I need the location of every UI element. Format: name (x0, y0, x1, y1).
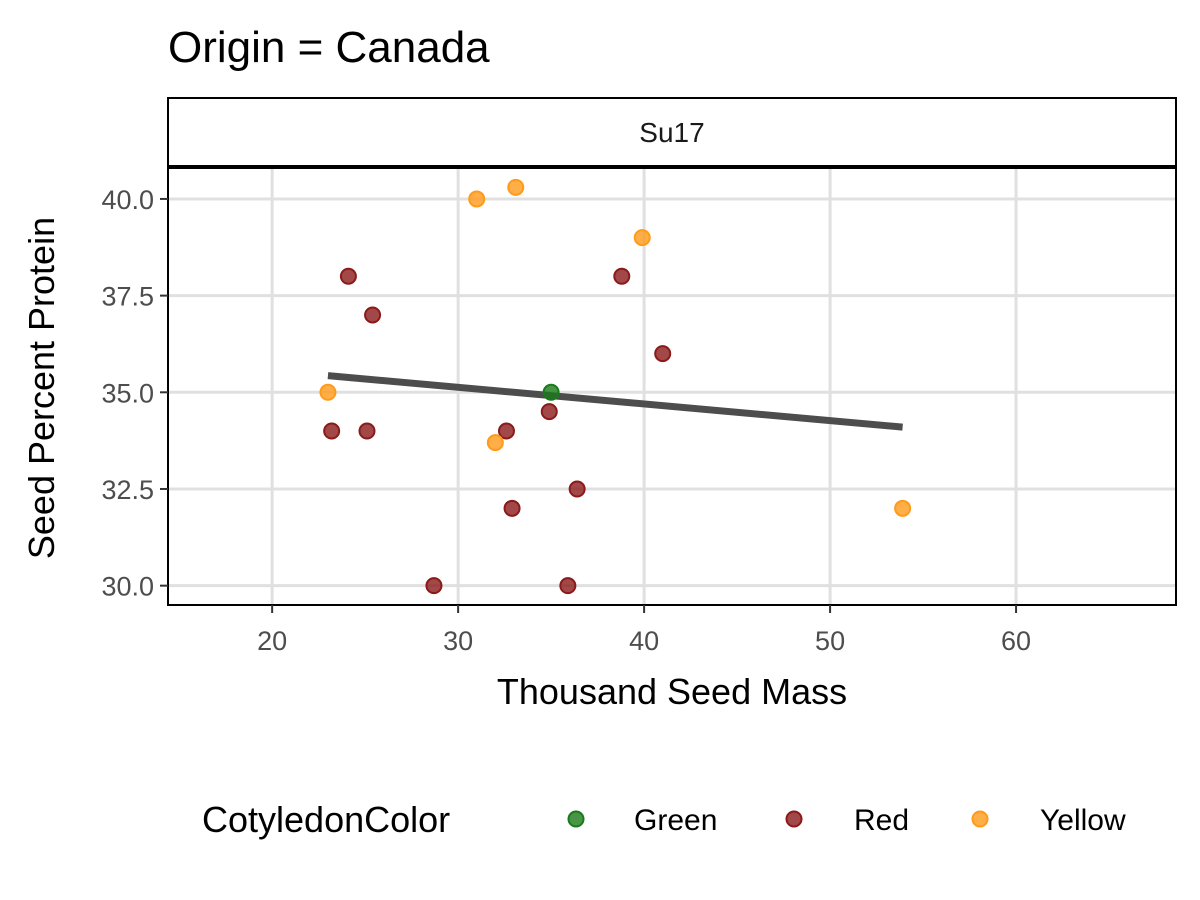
facet-strip: Su17 (167, 97, 1177, 167)
y-tick-label: 37.5 (101, 282, 154, 312)
data-point-red (568, 480, 586, 498)
x-tick-label: 50 (815, 626, 845, 656)
data-point-yellow (486, 434, 504, 452)
legend-title: CotyledonColor (202, 799, 450, 840)
data-point-red (654, 345, 672, 363)
y-tick-label: 30.0 (101, 572, 154, 602)
points-layer (319, 178, 912, 595)
data-point-red (497, 422, 515, 440)
trend-line (327, 372, 903, 431)
grid-layer (168, 168, 1176, 605)
data-point-yellow (468, 190, 486, 208)
data-point-red (323, 422, 341, 440)
x-tick-label: 40 (629, 626, 659, 656)
x-axis-title: Thousand Seed Mass (497, 671, 847, 712)
legend-label-green: Green (634, 804, 717, 837)
y-tick-label: 40.0 (101, 185, 154, 215)
data-point-red (364, 306, 382, 324)
data-point-red (540, 403, 558, 421)
x-tick-label: 30 (443, 626, 473, 656)
data-point-red (559, 577, 577, 595)
data-point-yellow (507, 178, 525, 196)
data-point-green (542, 383, 560, 401)
legend-label-yellow: Yellow (1040, 804, 1126, 837)
x-tick-label: 60 (1001, 626, 1031, 656)
data-point-red (503, 499, 521, 517)
y-tick-label: 32.5 (101, 475, 154, 505)
data-point-yellow (633, 229, 651, 247)
y-axis-title: Seed Percent Protein (21, 217, 62, 559)
x-tick-label: 20 (257, 626, 287, 656)
data-point-yellow (319, 383, 337, 401)
x-axis: 20 30 40 50 60 (257, 605, 1031, 656)
data-point-red (613, 267, 631, 285)
data-point-red (425, 577, 443, 595)
y-axis: 30.0 32.5 35.0 37.5 40.0 (101, 185, 168, 602)
legend: CotyledonColor Green Red Yellow (202, 799, 1126, 840)
facet-strip-box (167, 97, 1177, 167)
legend-key-green (567, 810, 585, 828)
trend-layer (327, 372, 903, 431)
legend-key-yellow (971, 810, 989, 828)
data-point-red (358, 422, 376, 440)
data-point-red (339, 267, 357, 285)
plot-panel-border (167, 167, 1177, 606)
chart-title: Origin = Canada (168, 23, 490, 72)
legend-label-red: Red (854, 804, 909, 837)
y-tick-label: 35.0 (101, 378, 154, 408)
data-point-yellow (894, 499, 912, 517)
legend-key-red (785, 810, 803, 828)
facet-strip-label: Su17 (639, 117, 704, 148)
legend-entries: Green Red Yellow (567, 804, 1126, 837)
